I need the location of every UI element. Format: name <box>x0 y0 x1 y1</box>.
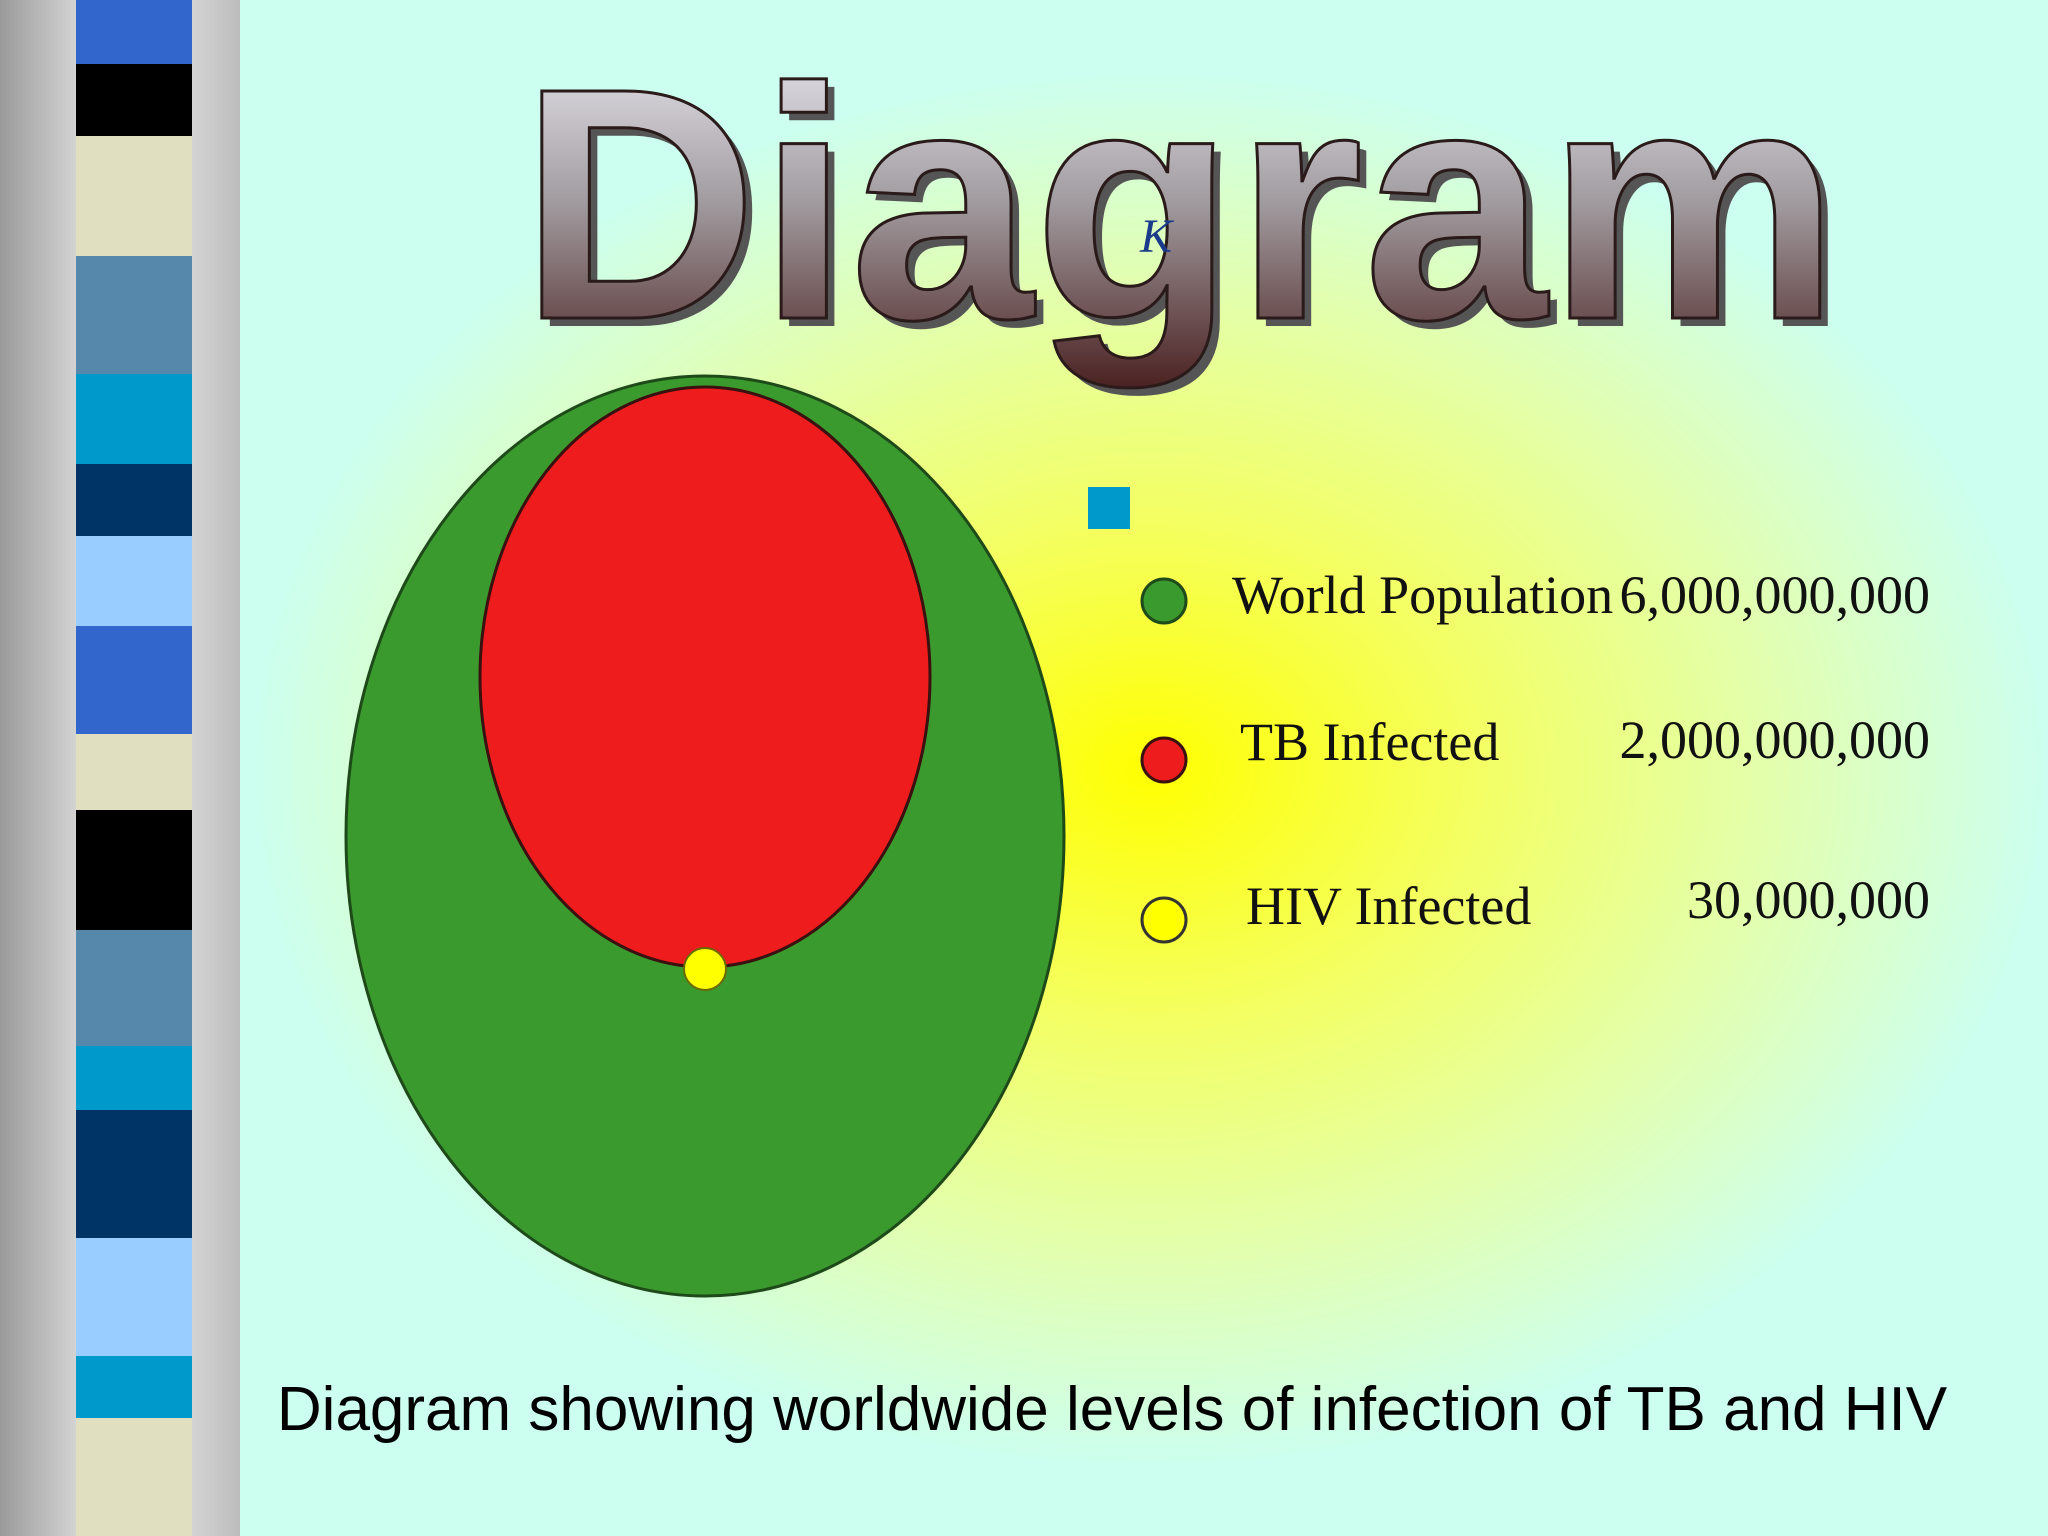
legend-value: 2,000,000,000 <box>1620 710 1931 770</box>
legend-value: 6,000,000,000 <box>1620 565 1931 625</box>
title-shadow: Diagram <box>528 27 1848 398</box>
legend-swatch <box>1140 896 1188 944</box>
legend-swatch <box>1140 736 1188 784</box>
stripe-column <box>76 0 192 1536</box>
caption: Diagram showing worldwide levels of infe… <box>277 1375 1948 1444</box>
stray-glyph: K <box>1139 210 1175 263</box>
legend-value: 30,000,000 <box>1687 870 1930 930</box>
tb-infected-ellipse <box>478 385 932 969</box>
title: Diagram <box>520 19 1840 390</box>
legend: World Population 6,000,000,000 TB Infect… <box>1140 565 1931 944</box>
legend-label: World Population <box>1232 565 1613 625</box>
legend-swatch <box>1140 577 1188 625</box>
legend-label: TB Infected <box>1240 712 1499 772</box>
legend-label: HIV Infected <box>1246 876 1531 936</box>
bullet <box>1088 487 1130 529</box>
hiv-infected-dot <box>683 947 727 991</box>
